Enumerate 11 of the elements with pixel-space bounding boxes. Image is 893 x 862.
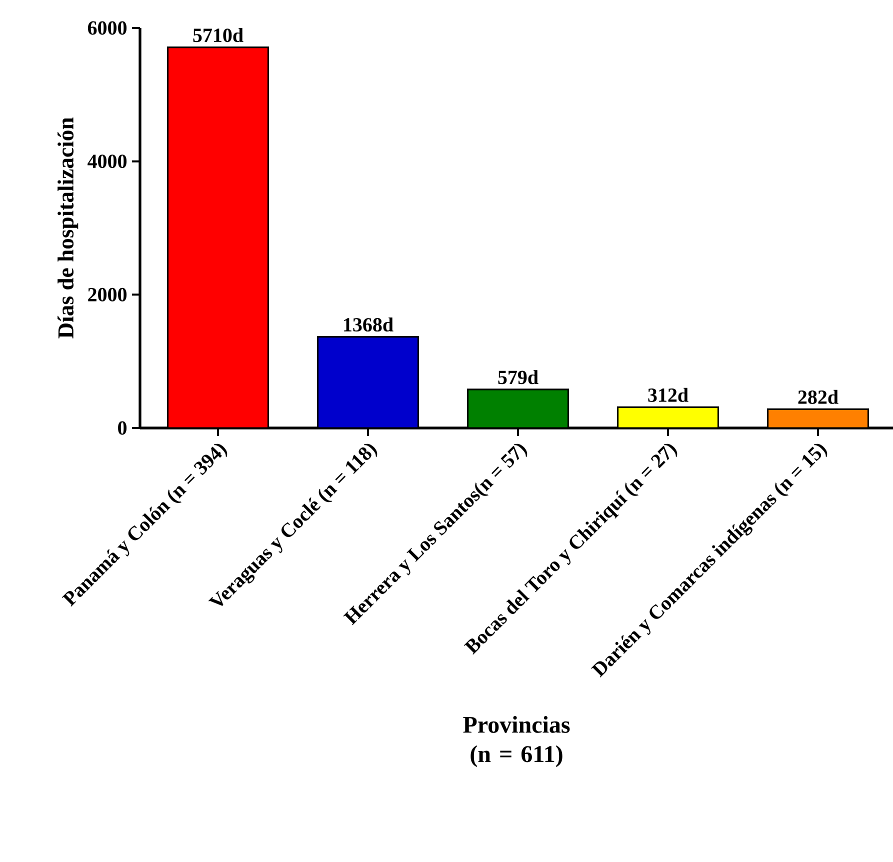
x-axis-title: Provincias (n = 611) [463, 716, 570, 768]
data-label: 1368d [344, 317, 394, 332]
y-tick-label: 2000 [88, 288, 127, 302]
y-tick-label: 4000 [88, 154, 127, 168]
data-label: 579d [498, 370, 538, 384]
data-label: 312d [648, 388, 688, 402]
data-label: 282d [798, 390, 838, 404]
data-label: 5710d [193, 28, 244, 42]
y-axis-title: Días de hospitalización [58, 118, 78, 338]
y-tick-label: 6000 [88, 21, 127, 35]
y-tick-label: 0 [118, 421, 127, 435]
